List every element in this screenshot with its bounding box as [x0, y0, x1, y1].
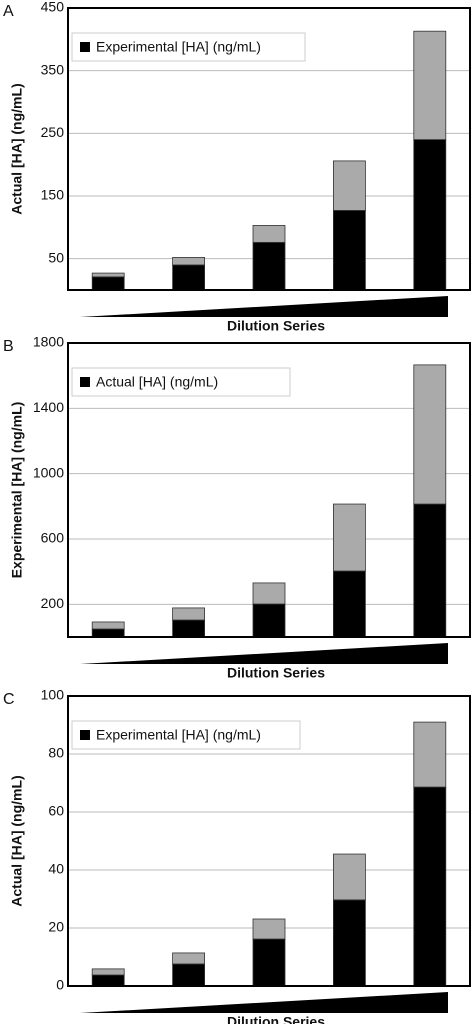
- bar-segment: [91, 628, 125, 638]
- y-tick-label: 0: [56, 977, 64, 993]
- plot-frame: [67, 342, 471, 638]
- bar-segment: [172, 952, 206, 965]
- bar-segment: [413, 721, 447, 788]
- y-tick-label: 40: [48, 861, 64, 877]
- bar-segment: [332, 853, 366, 901]
- dilution-wedge: [80, 992, 448, 1013]
- y-tick-label: 200: [41, 595, 65, 611]
- x-axis-title: Dilution Series: [227, 665, 325, 681]
- bar-segment: [252, 938, 286, 987]
- legend-label: Experimental [HA] (ng/mL): [96, 39, 261, 55]
- y-tick-label: 1400: [33, 399, 64, 415]
- y-axis-title: Actual [HA] (ng/mL): [9, 775, 25, 906]
- legend-box: [71, 367, 291, 397]
- y-tick-label: 80: [48, 745, 64, 761]
- bar-segment: [332, 210, 366, 291]
- bar-segment: [332, 160, 366, 211]
- y-axis-title: Actual [HA] (ng/mL): [9, 83, 25, 214]
- y-tick-label: 50: [48, 249, 64, 265]
- legend-box: [71, 32, 306, 62]
- bar-segment: [172, 963, 206, 987]
- bar-segment: [91, 276, 125, 291]
- dilution-wedge: [80, 296, 448, 317]
- y-tick-label: 60: [48, 803, 64, 819]
- bar-segment: [413, 364, 447, 505]
- bar-segment: [413, 786, 447, 987]
- bar-segment: [252, 582, 286, 605]
- y-tick-label: 20: [48, 919, 64, 935]
- bar-segment: [332, 570, 366, 638]
- bar-segment: [172, 607, 206, 621]
- legend-swatch: [80, 377, 90, 387]
- bar-segment: [252, 918, 286, 940]
- bar-segment: [332, 503, 366, 572]
- bar-segment: [91, 272, 125, 278]
- y-tick-label: 350: [41, 61, 65, 77]
- bar-segment: [91, 968, 125, 976]
- bar-segment: [252, 241, 286, 291]
- panel-label: B: [3, 338, 14, 355]
- bar-segment: [172, 619, 206, 638]
- plot-frame: [67, 7, 471, 291]
- y-tick-label: 600: [41, 530, 65, 546]
- bar-segment: [252, 603, 286, 638]
- dilution-wedge: [80, 643, 448, 664]
- y-tick-label: 450: [41, 0, 65, 15]
- y-tick-label: 1000: [33, 464, 64, 480]
- plot-frame: [67, 695, 471, 987]
- legend-swatch: [80, 730, 90, 740]
- chart-panel: B Experimental [HA] (ng/mL) 200 600 1000 1400…: [3, 334, 471, 681]
- y-tick-label: 100: [41, 687, 65, 703]
- panel-label: C: [3, 691, 15, 708]
- bar-segment: [172, 264, 206, 291]
- x-axis-title: Dilution Series: [227, 318, 325, 334]
- y-tick-label: 1800: [33, 334, 64, 350]
- legend-box: [71, 720, 301, 750]
- bar-segment: [413, 139, 447, 291]
- y-axis-title: Experimental [HA] (ng/mL): [9, 402, 25, 579]
- x-axis-title: Dilution Series: [227, 1014, 325, 1024]
- bar-segment: [91, 974, 125, 987]
- bar-segment: [413, 503, 447, 638]
- bar-segment: [91, 621, 125, 630]
- chart-panel: C Actual [HA] (ng/mL) 0 20 40 60 80 100 Experime…: [3, 687, 471, 1024]
- bar-segment: [413, 30, 447, 140]
- legend-swatch: [80, 42, 90, 52]
- bar-segment: [252, 225, 286, 243]
- legend-label: Actual [HA] (ng/mL): [96, 374, 218, 390]
- chart-panel: A Actual [HA] (ng/mL) 50 150 250 350 450 Experi…: [3, 0, 471, 334]
- bar-segment: [172, 257, 206, 266]
- y-tick-label: 250: [41, 124, 65, 140]
- panel-label: A: [3, 3, 14, 20]
- y-tick-label: 150: [41, 187, 65, 203]
- bar-segment: [332, 899, 366, 987]
- legend-label: Experimental [HA] (ng/mL): [96, 727, 261, 743]
